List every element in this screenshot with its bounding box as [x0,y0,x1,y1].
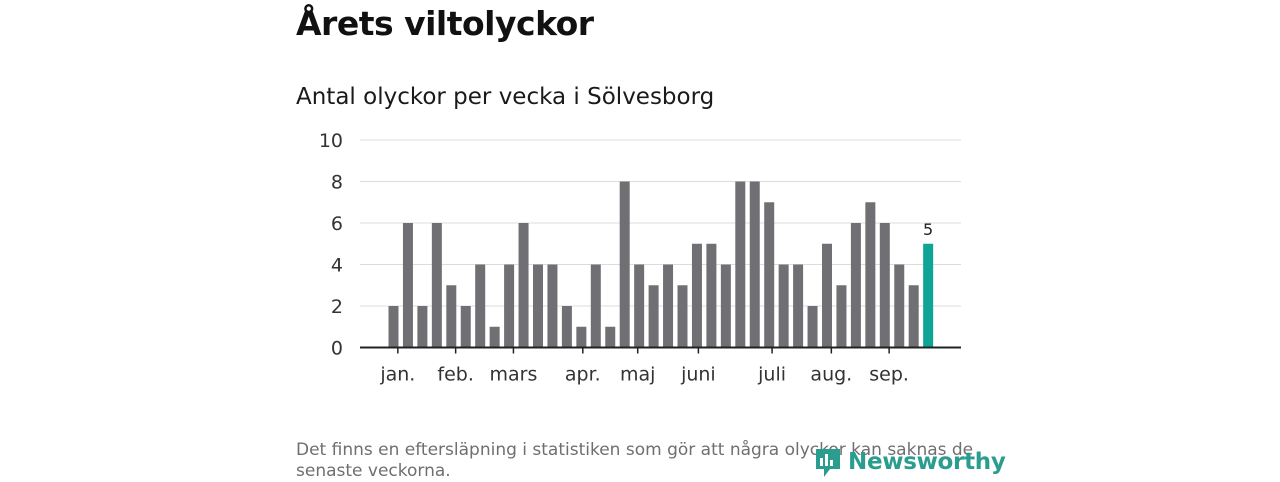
chart-title: Antal olyckor per vecka i Sölvesborg [296,84,715,110]
bar-chart: 0 2 4 6 8 10 5 jan. feb. mars apr. maj juni juli aug. s… [319,130,961,386]
x-tick-label: juli [757,364,786,386]
y-tick-label: 10 [319,130,343,152]
bar [822,243,832,348]
bar [504,264,515,348]
y-tick-label: 6 [331,213,343,235]
bar [518,223,529,348]
footnote: Det finns en eftersläpning i statistiken… [296,440,974,481]
bar [475,264,486,348]
bar [576,326,587,348]
bar [460,306,471,348]
bar [619,181,630,348]
bar [547,264,558,348]
bar [908,285,919,348]
page-title: Årets viltolyckor [296,4,594,43]
bar [533,264,543,348]
bar [388,306,399,348]
x-tick-label: juni [680,364,716,386]
bar [793,264,804,348]
bar [663,264,674,348]
y-tick-label: 0 [331,338,343,360]
bar [764,202,775,348]
bar [850,223,861,348]
bar [431,223,442,348]
bar [561,306,572,348]
bar [417,306,428,348]
bar [836,285,847,348]
x-tick-label: mars [489,364,537,386]
x-tick-label: maj [620,364,655,386]
bar [605,326,616,348]
bar [489,326,500,348]
bar [402,223,413,348]
bar [706,243,717,348]
bar [778,264,789,348]
brand-logo: Newsworthy [814,444,1006,480]
x-tick-label: jan. [379,364,415,386]
bar [648,285,659,348]
x-tick-label: aug. [810,364,852,386]
bar [446,285,457,348]
y-tick-label: 4 [331,255,343,277]
bar [590,264,601,348]
y-tick-label: 8 [331,172,343,194]
bar [720,264,731,348]
bar [894,264,905,348]
data-label: 5 [923,220,933,239]
newsworthy-logo-icon [816,449,840,477]
x-tick-label: apr. [565,364,601,386]
x-tick-label: sep. [869,364,909,386]
bar [807,306,818,348]
brand-name: Newsworthy [848,449,1006,475]
bar [634,264,645,348]
bar [691,243,702,348]
bar [879,223,890,348]
bar [865,202,876,348]
x-tick-label: feb. [437,364,473,386]
bar-highlight [923,243,934,348]
bar [677,285,688,348]
bar [735,181,746,348]
bar [749,181,760,348]
y-tick-label: 2 [331,296,343,318]
